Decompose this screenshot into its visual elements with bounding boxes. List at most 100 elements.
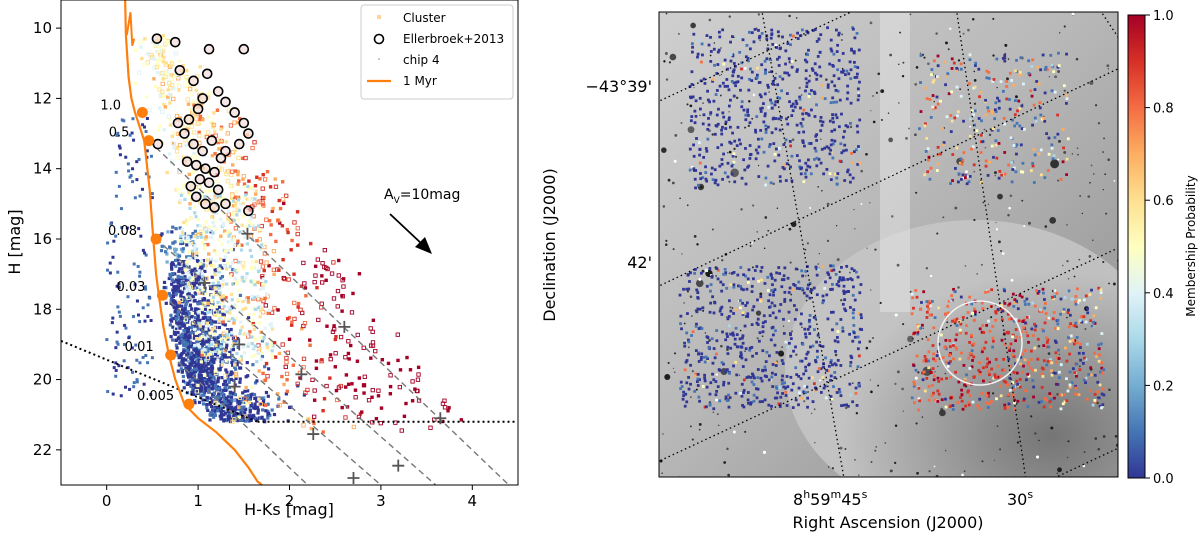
cmd-point [166,230,170,234]
membership-point [839,142,843,146]
membership-point [752,305,756,308]
membership-point [704,171,708,174]
cmd-point [124,155,128,159]
cmd-point [277,198,281,203]
cmd-point [183,261,187,265]
membership-point [1058,370,1061,374]
membership-point [1031,368,1034,372]
membership-point [842,149,845,153]
membership-point [712,378,716,382]
membership-point [995,57,999,61]
membership-point [929,370,933,374]
cmd-point [226,395,230,399]
cmd-point [242,195,246,199]
membership-point [748,121,752,125]
membership-point [718,309,722,313]
membership-point [855,148,858,152]
membership-point [837,280,841,283]
membership-point [821,301,825,305]
cmd-point [281,257,285,262]
membership-point [703,360,707,364]
cmd-point [182,263,186,268]
cmd-point [213,369,218,373]
cmd-point [178,281,182,285]
reddening-vector-line [148,140,510,485]
membership-point [835,176,839,180]
membership-point [714,93,718,96]
cmd-point [153,84,158,89]
membership-point [766,83,770,87]
membership-point [791,288,795,292]
cmd-point [286,230,290,235]
membership-point [807,320,811,324]
cmd-point [186,327,190,331]
membership-point [731,154,735,158]
cmd-point [237,116,242,121]
membership-point [1053,396,1056,400]
cmd-point [399,428,404,433]
membership-point [945,115,949,119]
cmd-point [202,377,206,381]
cmd-point [271,206,275,211]
field-star [825,78,828,81]
cmd-point [194,361,198,365]
membership-point [755,73,759,77]
cmd-point [220,339,224,343]
reddening-arrow: AV=10mag [384,187,460,254]
membership-point [697,39,701,42]
cmd-point [194,88,199,93]
membership-point [765,350,769,354]
membership-point [914,368,918,372]
cmd-point [144,354,148,358]
membership-point [719,307,723,310]
membership-point [698,147,702,151]
membership-point [1010,180,1014,184]
membership-point [745,301,749,305]
cmd-point [181,247,185,251]
cmd-point [224,232,229,236]
membership-point [1062,309,1065,313]
cmd-point [212,415,216,419]
cmd-point [235,279,239,283]
membership-point [773,159,777,163]
cmd-point [138,274,142,278]
cmd-point [264,217,269,222]
field-star [732,430,736,434]
membership-point [1074,384,1078,388]
cmd-point [277,397,281,401]
cmd-point [266,311,270,315]
cmd-point [228,265,232,269]
cmd-point [258,402,262,406]
membership-point [754,148,758,152]
cmd-point [190,391,194,395]
cmd-point [235,268,239,272]
membership-point [831,287,834,291]
cmd-point [410,379,415,384]
cmd-point [246,393,251,398]
membership-point [1061,402,1065,406]
membership-point [757,339,761,343]
membership-point [752,399,756,403]
field-star [821,189,823,192]
cmd-point [221,392,225,396]
membership-point [1056,65,1060,69]
membership-point [697,352,700,356]
membership-point [977,67,981,71]
field-star [827,466,830,468]
cmd-point [221,331,226,336]
membership-point [720,128,724,132]
cmd-point [210,153,215,158]
membership-point [1039,113,1043,117]
cmd-point [184,327,188,331]
membership-point [778,75,782,79]
field-star [728,150,732,154]
membership-point [763,282,767,285]
membership-point [924,86,928,90]
membership-point [963,383,966,387]
field-star [788,14,791,18]
membership-point [834,113,838,117]
membership-point [846,84,850,88]
cmd-point [269,325,274,329]
cmd-point [282,201,286,206]
